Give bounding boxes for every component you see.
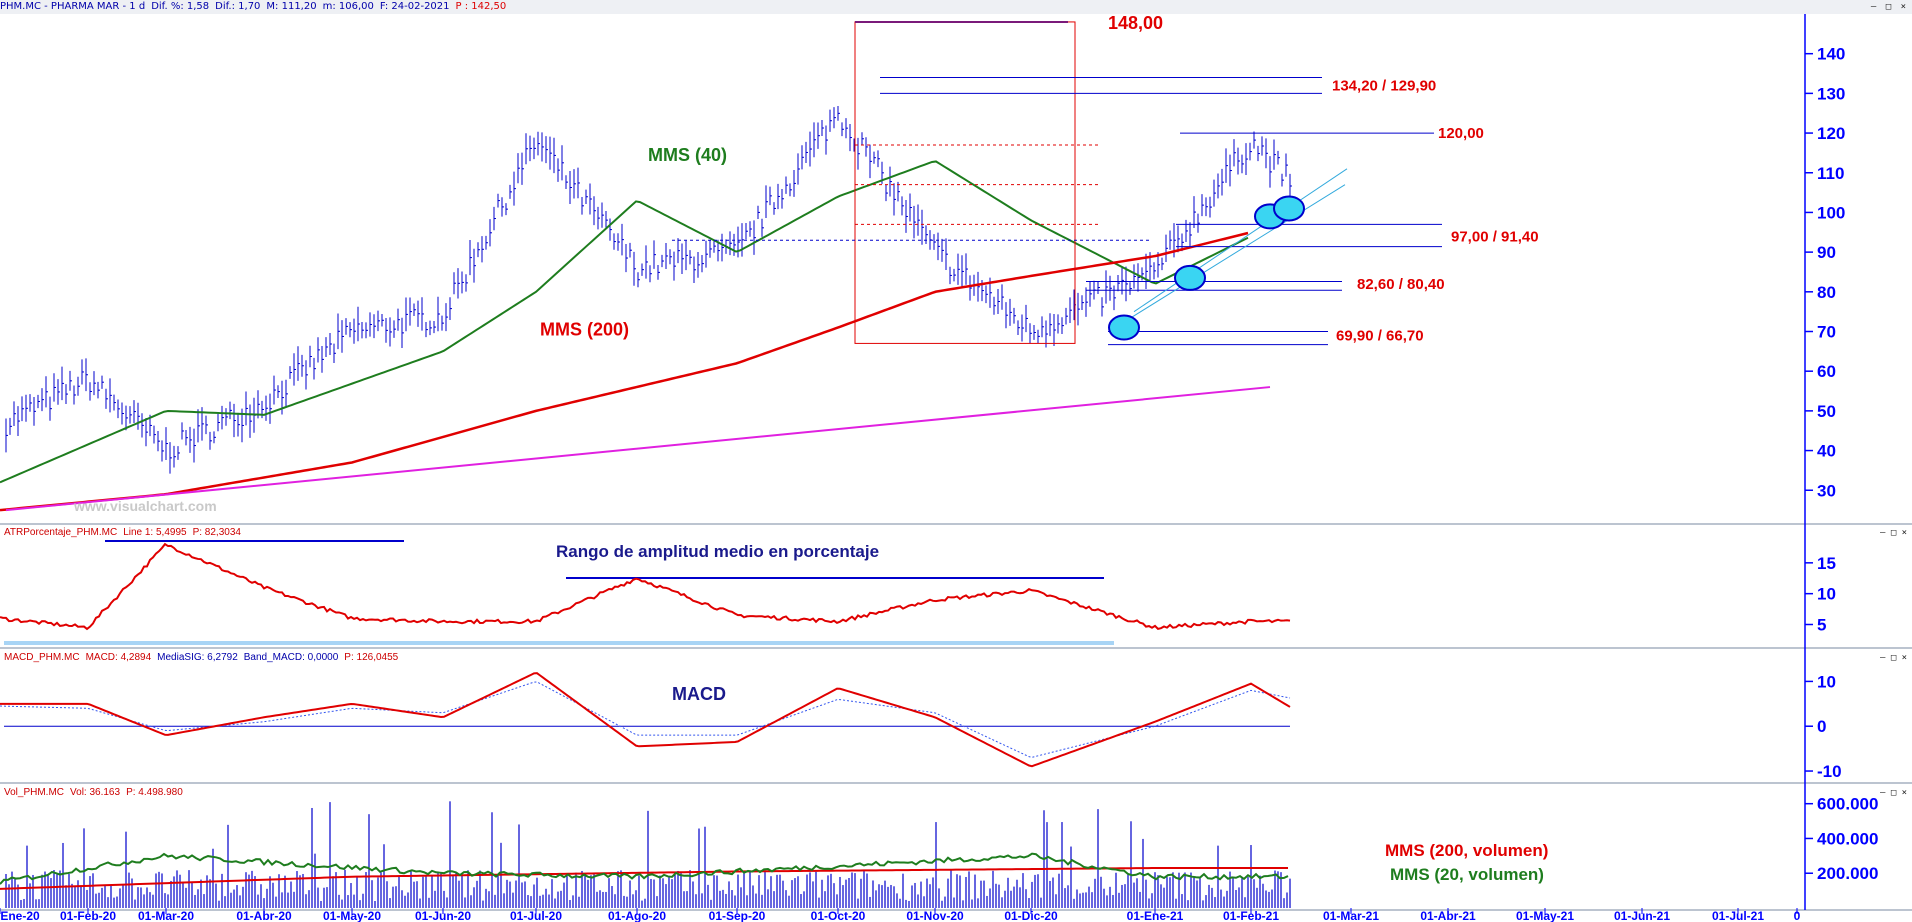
header-segment: Band_MACD: 0,0000 [244, 652, 339, 663]
macd-title: MACD [672, 684, 726, 704]
x-tick-label: 01-May-20 [323, 909, 381, 922]
watermark: www.visualchart.com [74, 498, 217, 514]
title-segment: Dif. %: 1,58 [151, 1, 210, 12]
title-segment: Dif.: 1,70 [215, 1, 261, 12]
macd-tick-label: 0 [1817, 717, 1826, 736]
uptrend-channel [1133, 168, 1348, 313]
title-segment: m: 106,00 [322, 1, 374, 12]
level-label: 134,20 / 129,90 [1332, 77, 1436, 94]
x-tick-label: 01-Oct-20 [811, 909, 866, 922]
x-tick-label: 01-Jun-21 [1614, 909, 1670, 922]
retracement-box [854, 21, 1076, 344]
x-tick-label: 01-Jun-20 [415, 909, 471, 922]
x-tick-label: 01-Jul-20 [510, 909, 562, 922]
macd-line [0, 672, 1291, 768]
atr-fill-band [4, 641, 1114, 645]
mms-40-line [0, 160, 1249, 484]
macd-tick-label: 10 [1817, 672, 1836, 691]
volume-tick-label: 200.000 [1817, 864, 1878, 883]
x-tick-label: 01-May-21 [1516, 909, 1574, 922]
vol-mms-20-line [0, 852, 1289, 885]
macd-header: MACD_PHM.MC MACD: 4,2894 MediaSIG: 6,2792 B… [4, 652, 399, 663]
price-tick-label: 110 [1817, 164, 1844, 183]
x-tick-label: 01-Nov-20 [906, 909, 964, 922]
header-segment: MACD_PHM.MC [4, 652, 80, 663]
price-tick-label: 120 [1817, 124, 1845, 143]
price-tick-label: 80 [1817, 283, 1836, 302]
level-label: 120,00 [1438, 125, 1484, 142]
touch-point-marker [1273, 195, 1305, 222]
x-tick-label: 01-Mar-20 [138, 909, 194, 922]
atr-tick-label: 15 [1817, 554, 1836, 573]
x-tick-label: 01-Ene-21 [1127, 909, 1184, 922]
atr-tick-label: 10 [1817, 585, 1836, 604]
header-segment: ATRPorcentaje_PHM.MC [4, 527, 117, 538]
price-tick-label: 100 [1817, 203, 1845, 222]
chart-title-bar: PHM.MC - PHARMA MAR - 1 d Dif. %: 1,58 Dif… [0, 0, 1912, 14]
price-tick-label: 90 [1817, 243, 1836, 262]
vol-mms-200-label: MMS (200, volumen) [1385, 841, 1548, 860]
header-segment: Vol: 36.163 [70, 787, 120, 798]
atr-header: ATRPorcentaje_PHM.MC Line 1: 5,4995 P: 82,… [4, 527, 241, 538]
touch-point-marker [1174, 264, 1206, 291]
header-segment: P: 82,3034 [193, 527, 242, 538]
atr-title: Rango de amplitud medio en porcentaje [556, 542, 879, 561]
long-trendline [5, 386, 1271, 512]
x-tick-label: 01-Mar-21 [1323, 909, 1379, 922]
panel-window-controls: ― □ × [1880, 528, 1907, 538]
x-tick-label: 01-Abr-20 [236, 909, 292, 922]
volume-bars [5, 801, 1291, 908]
header-segment: Line 1: 5,4995 [123, 527, 187, 538]
mms-200-line [0, 231, 1249, 512]
header-segment: P: 4.498.980 [126, 787, 183, 798]
mms-200-label: MMS (200) [540, 319, 629, 339]
price-tick-label: 70 [1817, 323, 1836, 342]
x-tick-label: 01-Jul-21 [1712, 909, 1764, 922]
x-tick-label: 01-Feb-21 [1223, 909, 1279, 922]
uptrend-channel [1127, 184, 1346, 321]
volume-header: Vol_PHM.MC Vol: 36.163 P: 4.498.980 [4, 787, 183, 798]
header-segment: MediaSIG: 6,2792 [157, 652, 238, 663]
price-tick-label: 60 [1817, 362, 1836, 381]
header-segment: P: 126,0455 [344, 652, 398, 663]
x-tick-label: 01-Abr-21 [1420, 909, 1476, 922]
title-segment: M: 111,20 [266, 1, 317, 12]
x-tick-label: Ene-20 [0, 909, 40, 922]
price-tick-label: 130 [1817, 84, 1845, 103]
vol-mms-20-label: MMS (20, volumen) [1390, 865, 1544, 884]
vol-mms-200-line [0, 867, 1288, 890]
price-tick-label: 30 [1817, 481, 1836, 500]
price-tick-label: 140 [1817, 45, 1845, 64]
price-tick-label: 50 [1817, 402, 1836, 421]
x-tick-label: 0 [1794, 909, 1801, 922]
level-label: 148,00 [1108, 13, 1163, 33]
header-segment: MACD: 4,2894 [86, 652, 152, 663]
header-segment: Vol_PHM.MC [4, 787, 64, 798]
price-tick-label: 40 [1817, 442, 1836, 461]
level-label: 82,60 / 80,40 [1357, 276, 1445, 293]
atr-line [0, 542, 1291, 631]
price-bars [5, 105, 1292, 474]
mms-40-label: MMS (40) [648, 145, 727, 165]
level-label: 97,00 / 91,40 [1451, 228, 1539, 245]
touch-point-marker [1108, 314, 1140, 341]
volume-tick-label: 400.000 [1817, 829, 1878, 848]
x-tick-label: 01-Ago-20 [608, 909, 666, 922]
panel-window-controls: ― □ × [1880, 788, 1907, 798]
volume-tick-label: 600.000 [1817, 795, 1878, 814]
window-controls[interactable]: ― □ × [1870, 2, 1908, 12]
title-segment: F: 24-02-2021 [379, 1, 450, 12]
x-tick-label: 01-Feb-20 [60, 909, 116, 922]
macd-tick-label: -10 [1817, 762, 1842, 781]
level-label: 69,90 / 66,70 [1336, 327, 1424, 344]
title-segment: PHM.MC - PHARMA MAR - 1 d [0, 1, 146, 12]
x-tick-label: 01-Dic-20 [1004, 909, 1058, 922]
atr-tick-label: 5 [1817, 616, 1826, 635]
x-tick-label: 01-Sep-20 [709, 909, 766, 922]
panel-window-controls: ― □ × [1880, 653, 1907, 663]
title-segment: P : 142,50 [455, 1, 507, 12]
